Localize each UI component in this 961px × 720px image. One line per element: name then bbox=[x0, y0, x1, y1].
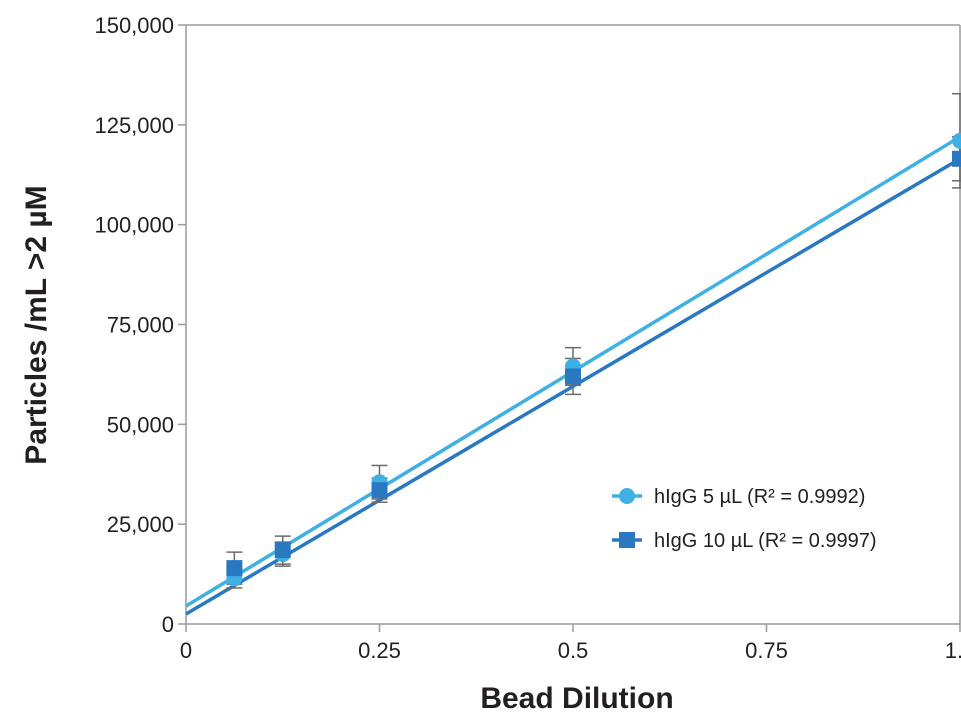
x-tick-label: 0.5 bbox=[558, 638, 589, 663]
x-tick-label: 1.0 bbox=[945, 638, 961, 663]
y-tick-label: 25,000 bbox=[107, 512, 174, 537]
y-axis-ticks: 0 25,000 50,000 75,000 100,000 125,000 150,000 bbox=[94, 13, 186, 637]
data-point-square bbox=[371, 482, 388, 499]
data-points bbox=[226, 132, 961, 587]
legend-marker-circle bbox=[619, 488, 635, 504]
y-tick-label: 100,000 bbox=[94, 213, 174, 238]
data-point-circle bbox=[952, 132, 961, 149]
data-point-square bbox=[952, 150, 961, 167]
data-point-square bbox=[274, 542, 291, 559]
y-tick-label: 125,000 bbox=[94, 113, 174, 138]
x-axis-title: Bead Dilution bbox=[480, 682, 673, 715]
legend-marker-square bbox=[619, 532, 635, 548]
y-tick-label: 150,000 bbox=[94, 13, 174, 38]
y-tick-label: 75,000 bbox=[107, 313, 174, 338]
y-tick-label: 50,000 bbox=[107, 412, 174, 437]
legend-label: hIgG 5 µL (R² = 0.9992) bbox=[654, 486, 865, 508]
x-tick-label: 0.75 bbox=[745, 638, 788, 663]
legend-label: hIgG 10 µL (R² = 0.9997) bbox=[654, 530, 877, 552]
x-tick-label: 0.25 bbox=[358, 638, 401, 663]
legend: hIgG 5 µL (R² = 0.9992) hIgG 10 µL (R² = … bbox=[612, 486, 877, 552]
y-axis-title: Particles /mL >2 µM bbox=[20, 185, 53, 464]
x-tick-label: 0 bbox=[180, 638, 192, 663]
y-tick-label: 0 bbox=[162, 612, 174, 637]
data-point-square bbox=[565, 368, 581, 385]
data-point-square bbox=[226, 560, 243, 577]
x-axis-ticks: 0 0.25 0.5 0.75 1.0 bbox=[180, 624, 961, 663]
